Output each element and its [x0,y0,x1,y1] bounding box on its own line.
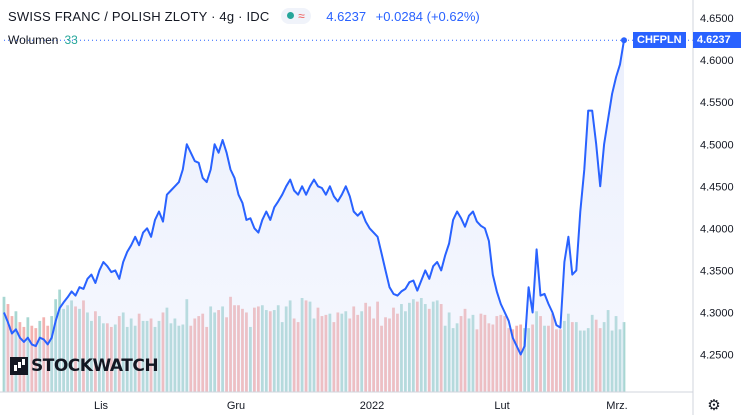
x-tick-label: 2022 [360,400,384,412]
y-tick-label: 4.6500 [700,13,734,25]
x-tick-label: Lis [94,400,109,412]
symbol-title[interactable]: SWISS FRANC / POLISH ZLOTY · 4g · IDC [8,9,270,24]
x-tick-label: Lut [494,400,509,412]
volume-legend[interactable]: Wolumen 33 [8,33,78,47]
y-tick-label: 4.3000 [700,307,734,319]
price-area [4,40,624,392]
market-status-badge[interactable]: ≈ [281,8,311,24]
axis-price-tag: 4.6237 [693,32,741,48]
y-tick-label: 4.3500 [700,265,734,277]
y-tick-label: 4.4500 [700,181,734,193]
symbol-price-tag: CHFPLN [633,32,686,48]
price-line [3,40,625,356]
last-price: 4.6237 [326,9,367,24]
last-price-dot [621,37,627,44]
logo-text: STOCKWATCH [31,356,159,376]
x-tick-label: Gru [227,400,245,412]
wave-icon: ≈ [298,9,305,23]
y-tick-label: 4.4000 [700,223,734,235]
y-tick-label: 4.2500 [700,350,734,362]
x-tick-label: Mrz. [606,400,627,412]
chart-header: SWISS FRANC / POLISH ZLOTY · 4g · IDC ≈ … [8,8,480,24]
volume-label: Wolumen [8,33,59,47]
stockwatch-logo: STOCKWATCH [10,355,159,377]
y-tick-label: 4.5500 [700,97,734,109]
price-change: +0.0284 (+0.62%) [375,9,480,24]
y-tick-label: 4.5000 [700,139,734,151]
volume-value: 33 [64,33,78,47]
status-dot-icon [287,12,295,19]
y-tick-label: 4.6000 [700,55,734,67]
gear-icon[interactable]: ⚙ [707,397,721,414]
bar-chart-icon [10,357,28,375]
